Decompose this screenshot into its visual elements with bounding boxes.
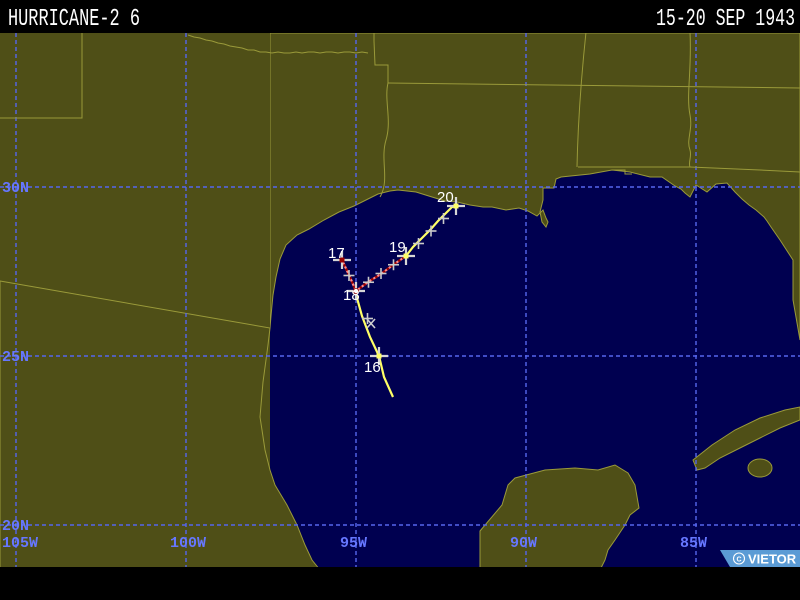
- svg-text:18: 18: [343, 287, 360, 304]
- svg-text:HURRICANE-2 6: HURRICANE-2 6: [8, 6, 140, 33]
- svg-text:100W: 100W: [170, 535, 206, 552]
- svg-text:17: 17: [328, 245, 345, 262]
- svg-text:C: C: [736, 557, 741, 564]
- svg-text:16: 16: [364, 359, 381, 376]
- svg-text:95W: 95W: [340, 535, 367, 552]
- svg-text:30N: 30N: [2, 180, 29, 197]
- svg-text:90W: 90W: [510, 535, 537, 552]
- svg-text:VIETOR: VIETOR: [748, 552, 797, 567]
- svg-text:85W: 85W: [680, 535, 707, 552]
- svg-text:19: 19: [389, 239, 406, 256]
- svg-text:25N: 25N: [2, 349, 29, 366]
- svg-text:105W: 105W: [2, 535, 38, 552]
- svg-text:20N: 20N: [2, 518, 29, 535]
- svg-text:15-20 SEP 1943: 15-20 SEP 1943: [656, 6, 795, 33]
- svg-text:20: 20: [437, 189, 454, 206]
